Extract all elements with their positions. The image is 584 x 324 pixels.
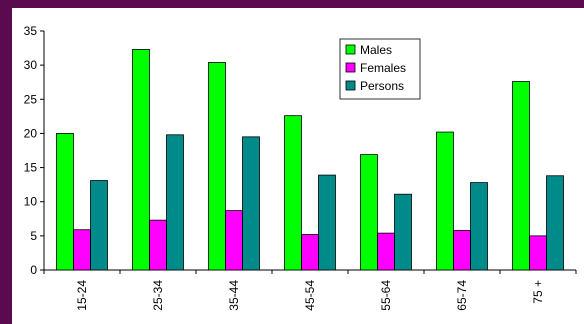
bar-males-15-24 — [56, 133, 74, 271]
bar-chart: 0 5 10 15 20 25 30 35 15-24 25-34 35-44 45-54 55-64 6… — [24, 24, 577, 311]
y-tick-label: 30 — [24, 58, 38, 72]
x-tick-label: 75 + — [531, 280, 545, 304]
y-tick-label: 25 — [24, 92, 38, 106]
legend-swatch-persons — [345, 80, 356, 91]
legend-swatch-females — [345, 62, 356, 73]
bar-persons-25-34 — [166, 134, 184, 271]
chart-panel: 0 5 10 15 20 25 30 35 15-24 25-34 35-44 45-54 55-64 6… — [12, 8, 584, 324]
bar-females-25-34 — [149, 219, 167, 271]
legend-label-males: Males — [360, 43, 392, 57]
bar-persons-45-54 — [318, 174, 336, 271]
bar-persons-15-24 — [90, 180, 108, 271]
x-tick-label: 35-44 — [227, 280, 241, 311]
bar-persons-65-74 — [470, 182, 488, 271]
legend-label-females: Females — [360, 61, 406, 75]
bar-persons-75+ — [546, 175, 564, 271]
bar-persons-55-64 — [394, 193, 412, 271]
x-tick-label: 15-24 — [75, 280, 89, 311]
bar-males-45-54 — [284, 115, 302, 271]
legend-swatch-males — [345, 44, 356, 55]
y-tick-label: 20 — [24, 126, 38, 140]
bar-males-35-44 — [208, 62, 226, 271]
y-tick-label: 5 — [30, 229, 37, 243]
bar-females-55-64 — [377, 232, 395, 271]
bar-males-75+ — [512, 81, 530, 271]
bar-females-35-44 — [225, 210, 243, 271]
bar-males-25-34 — [132, 49, 150, 271]
y-tick-label: 35 — [24, 24, 38, 38]
x-tick-label: 25-34 — [151, 280, 165, 311]
legend-label-persons: Persons — [360, 79, 404, 93]
bar-males-55-64 — [360, 154, 378, 271]
bar-females-15-24 — [73, 229, 91, 271]
y-tick-label: 15 — [24, 161, 38, 175]
bar-females-75+ — [529, 235, 547, 271]
x-tick-label: 45-54 — [303, 280, 317, 311]
y-tick-label: 10 — [24, 195, 38, 209]
bar-persons-35-44 — [242, 136, 260, 271]
y-tick-label: 0 — [30, 263, 37, 277]
x-tick-label: 55-64 — [379, 280, 393, 311]
bar-females-45-54 — [301, 234, 319, 271]
bar-females-65-74 — [453, 229, 471, 271]
x-tick-label: 65-74 — [455, 280, 469, 311]
bar-males-65-74 — [436, 131, 454, 271]
